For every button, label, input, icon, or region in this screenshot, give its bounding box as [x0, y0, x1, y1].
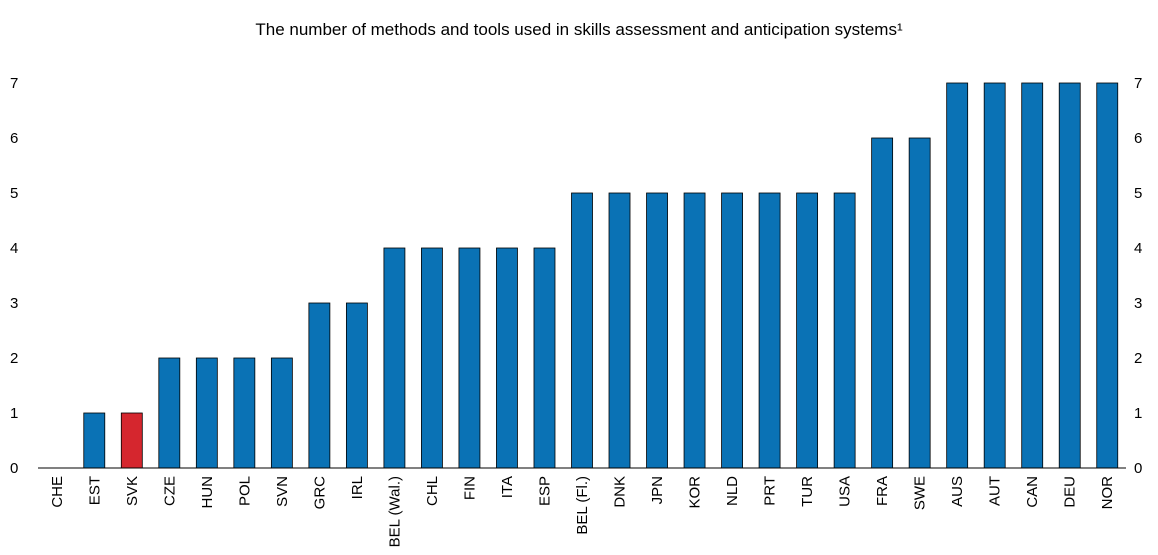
category-label: GRC	[311, 476, 328, 510]
y-tick-left: 3	[10, 295, 18, 312]
bar-ita	[496, 247, 518, 469]
bar-grc	[308, 302, 331, 469]
bar-est	[83, 412, 106, 469]
category-label: NOR	[1099, 476, 1116, 510]
category-label: TUR	[799, 476, 816, 507]
bar-hun	[195, 357, 218, 469]
y-tick-left: 5	[10, 185, 18, 202]
category-label: ITA	[499, 476, 516, 498]
category-label: KOR	[687, 476, 704, 509]
y-tick-right: 5	[1134, 185, 1142, 202]
category-label: SVN	[274, 476, 291, 507]
bar-nld	[721, 192, 743, 469]
bar-svk	[120, 412, 143, 469]
y-tick-right: 1	[1134, 405, 1142, 422]
category-label: CAN	[1024, 476, 1041, 508]
bar-fra	[871, 137, 894, 469]
y-tick-left: 7	[10, 75, 18, 92]
bar-tur	[796, 192, 819, 469]
category-label: DEU	[1062, 476, 1079, 508]
category-label: USA	[837, 476, 854, 507]
y-tick-left: 0	[10, 460, 18, 477]
bar-pol	[233, 357, 256, 469]
bar-bel-fl	[571, 192, 593, 469]
bar-prt	[758, 192, 781, 469]
category-label: PRT	[762, 476, 779, 506]
y-tick-right: 3	[1134, 295, 1142, 312]
y-tick-left: 1	[10, 405, 18, 422]
y-tick-left: 4	[10, 240, 18, 257]
category-label: AUT	[987, 476, 1004, 506]
category-label: POL	[236, 476, 253, 506]
bar-chl	[421, 247, 443, 469]
category-label: DNK	[612, 476, 629, 508]
bar-dnk	[608, 192, 631, 469]
right-axis-ticks: 0 1 2 3 4 5 6 7	[1134, 75, 1142, 477]
category-label: HUN	[199, 476, 216, 509]
bars-group	[83, 82, 1119, 469]
y-tick-left: 2	[10, 350, 18, 367]
category-label: SWE	[912, 476, 929, 510]
category-label: CHE	[49, 476, 66, 508]
y-tick-right: 0	[1134, 460, 1142, 477]
bar-jpn	[646, 192, 668, 469]
bar-svn	[270, 357, 293, 469]
y-tick-right: 4	[1134, 240, 1142, 257]
bar-esp	[533, 247, 556, 469]
y-tick-right: 6	[1134, 130, 1142, 147]
category-label: IRL	[349, 476, 366, 499]
category-label: EST	[86, 476, 103, 505]
bar-nor	[1096, 82, 1119, 469]
category-label: BEL (Fl.)	[574, 476, 591, 535]
category-label: CZE	[161, 476, 178, 506]
bar-aus	[946, 82, 969, 469]
bar-deu	[1058, 82, 1081, 469]
category-label: SVK	[124, 476, 141, 506]
category-label: FRA	[874, 476, 891, 506]
category-labels: CHE EST SVK CZE HUN POL SVN GRC IRL BEL (Wal.) CHL…	[49, 476, 1116, 548]
bar-irl	[345, 302, 368, 469]
category-label: JPN	[649, 476, 666, 504]
y-tick-left: 6	[10, 130, 18, 147]
bar-can	[1021, 82, 1044, 469]
chart-title: The number of methods and tools used in …	[255, 20, 903, 39]
bar-cze	[158, 357, 181, 469]
bar-fin	[458, 247, 481, 469]
bar-bel-wal	[383, 247, 406, 469]
category-label: FIN	[461, 476, 478, 500]
category-label: ESP	[536, 476, 553, 506]
category-label: NLD	[724, 476, 741, 506]
bar-swe	[908, 137, 931, 469]
bar-usa	[833, 192, 856, 469]
bar-kor	[683, 192, 706, 469]
category-label: BEL (Wal.)	[386, 476, 403, 547]
left-axis-ticks: 0 1 2 3 4 5 6 7	[10, 75, 18, 477]
category-label: CHL	[424, 476, 441, 506]
y-tick-right: 7	[1134, 75, 1142, 92]
bar-aut	[983, 82, 1006, 469]
y-tick-right: 2	[1134, 350, 1142, 367]
category-label: AUS	[949, 476, 966, 507]
